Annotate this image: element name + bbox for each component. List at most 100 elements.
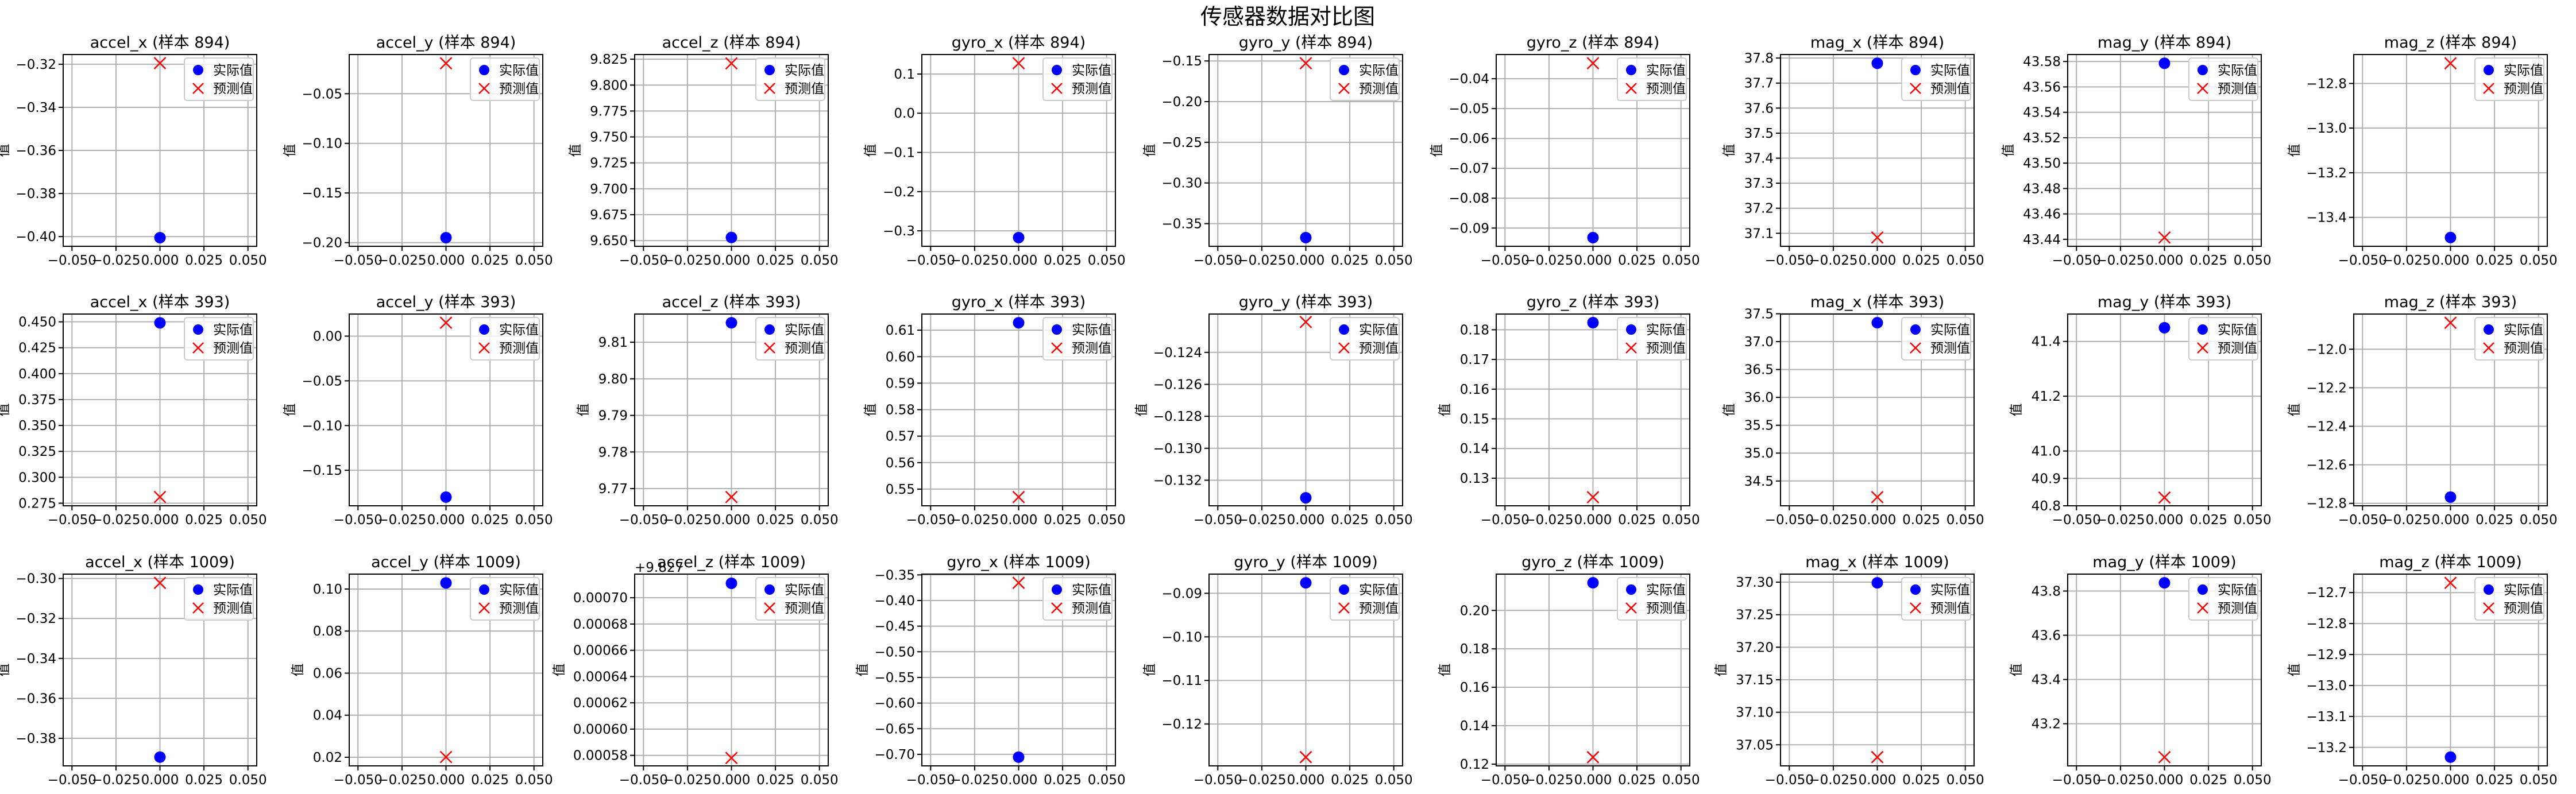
subplot: −0.050−0.025 0.000 0.025 0.050 43.58 43.56 43.… [2001,34,2272,268]
legend-predicted-marker [1910,342,1921,354]
x-tick-label: 0.000 [141,773,179,788]
legend-predicted-label: 预测值 [1646,82,1686,96]
y-axis-label: 值 [863,404,878,417]
predicted-point [2158,231,2171,244]
subplot-title: mag_x (样本 894) [1810,34,1944,52]
y-tick-label: 0.55 [886,482,915,497]
x-tick-label: 0.025 [185,773,223,788]
axes-frame [2353,313,2548,506]
x-tick-label: −0.050 [2338,773,2387,788]
legend-predicted-label: 预测值 [1072,82,1111,96]
y-tick-label: −12.4 [2307,420,2347,435]
y-tick-label: 0.59 [886,376,915,391]
y-tick-label: −0.65 [875,722,915,737]
y-tick-label: 43.52 [2023,131,2061,146]
x-tick-label: 0.000 [713,253,751,268]
legend-predicted-label: 预测值 [499,601,539,616]
subplot: −0.050−0.025 0.000 0.025 0.050 −0.15 −0.20 −0.… [1142,34,1413,268]
x-tick-label: −0.025 [663,773,712,788]
x-tick-label: 0.000 [1287,773,1325,788]
actual-point [1871,577,1883,589]
legend-actual-label: 实际值 [1930,323,1970,338]
x-tick-label: −0.050 [619,773,668,788]
x-tick-label: −0.050 [1194,253,1242,268]
legend-actual-label: 实际值 [1359,323,1399,338]
y-axis-label: 值 [568,144,583,157]
x-tick-label: 0.000 [1287,513,1325,528]
legend-actual-marker [2197,65,2208,75]
y-axis-label: 值 [0,664,11,677]
legend-actual-marker [193,65,203,75]
x-tick-label: 0.025 [1331,253,1369,268]
x-tick-label: −0.050 [1765,253,1814,268]
legend-predicted-marker [764,83,775,94]
legend-actual-marker [2484,584,2494,595]
y-tick-label: 0.17 [1460,353,1489,367]
y-tick-label: 37.5 [1744,126,1774,141]
x-tick-label: −0.025 [377,773,426,788]
x-tick-label: 0.025 [1902,513,1940,528]
actual-point [1587,231,1599,243]
actual-point [2444,751,2457,763]
y-axis-label: 值 [1430,144,1445,157]
y-tick-label: 0.00068 [573,617,628,632]
x-tick-label: −0.050 [1765,773,1814,788]
axes-frame [2353,54,2548,247]
x-tick-label: 0.025 [471,253,509,268]
subplot: −0.050−0.025 0.000 0.025 0.050 0.1 0.0 −0.1 −0.… [863,34,1126,268]
x-tick-label: 0.025 [1044,773,1082,788]
x-tick-label: −0.050 [334,773,383,788]
legend-predicted-label: 预测值 [499,341,539,356]
x-tick-label: 0.000 [1574,773,1612,788]
y-tick-label: 35.5 [1744,419,1774,433]
y-tick-label: 9.79 [598,409,628,424]
subplot: −0.050−0.025 0.000 0.025 0.050 9.81 9.80 9.79 9… [576,293,839,528]
y-tick-label: −0.25 [1162,135,1202,150]
legend-predicted-marker [478,83,490,94]
predicted-point [2158,491,2171,504]
y-tick-label: −13.1 [2307,710,2347,725]
y-tick-label: −12.8 [2307,76,2347,91]
x-tick-label: −0.050 [906,773,955,788]
legend-predicted-marker [2197,342,2208,354]
legend-predicted-label: 预测值 [2504,82,2543,96]
legend-predicted-marker [192,602,204,614]
axes-frame [921,313,1116,506]
y-tick-label: −0.34 [16,100,56,115]
subplot-grid: −0.050−0.025 0.000 0.025 0.050−0.32−0.34−0.… [0,34,2558,788]
actual-point [1300,577,1312,589]
y-tick-label: 35.0 [1744,446,1774,461]
legend-predicted-marker [478,602,490,614]
y-tick-label: 43.48 [2023,181,2061,196]
legend-predicted-marker [2197,602,2208,614]
axes-frame [634,574,829,766]
y-tick-label: −0.126 [1153,377,1202,392]
legend-actual-marker [1052,65,1062,75]
x-tick-label: 0.050 [1662,773,1700,788]
predicted-point [439,750,453,764]
y-tick-label: 0.58 [886,403,915,418]
y-axis-label: 值 [0,144,11,157]
y-tick-label: 9.825 [590,52,628,67]
x-tick-label: 0.025 [2189,513,2227,528]
actual-point [1013,317,1025,329]
y-tick-label: −0.15 [302,186,342,201]
subplot-title: mag_y (样本 894) [2098,34,2231,52]
x-tick-label: 0.050 [801,513,839,528]
y-axis-label: 值 [552,664,567,677]
x-tick-label: 0.050 [229,513,267,528]
axes-frame [1208,54,1403,247]
y-tick-label: 9.80 [598,372,628,387]
x-tick-label: −0.025 [2096,513,2145,528]
legend-actual-marker [479,65,489,75]
predicted-point [153,490,167,503]
axes-frame [1208,313,1403,506]
legend-predicted-marker [1910,83,1921,94]
legend-predicted-label: 预测值 [2504,601,2543,616]
legend-predicted-label: 预测值 [785,82,824,96]
subplot-title: gyro_y (样本 1009) [1234,553,1378,571]
x-tick-label: 0.025 [471,513,509,528]
